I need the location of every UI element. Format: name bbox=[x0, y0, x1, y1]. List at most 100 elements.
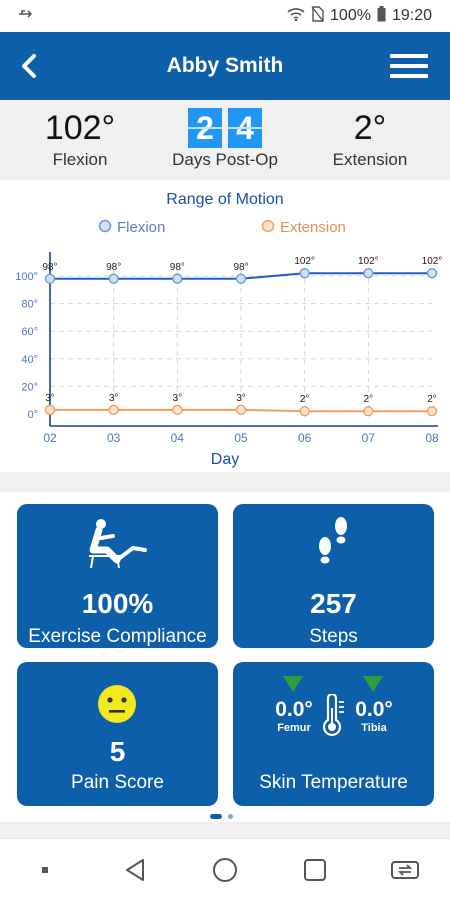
wifi-icon bbox=[287, 7, 305, 26]
battery-icon bbox=[377, 5, 386, 27]
extension-point bbox=[172, 404, 183, 416]
legend-flexion-label: Flexion bbox=[117, 219, 165, 236]
metrics-grid: 100% Exercise Compliance 257 Steps 5 Pai… bbox=[0, 492, 450, 822]
skin-temperature-caption: Skin Temperature bbox=[259, 772, 408, 793]
page-indicator bbox=[210, 814, 233, 819]
neutral-face-icon bbox=[98, 685, 136, 723]
x-tick-label: 05 bbox=[234, 431, 248, 445]
tibia-value: 0.0° bbox=[355, 698, 393, 721]
days-digit: 2 bbox=[188, 108, 222, 148]
dot-icon bbox=[42, 866, 48, 873]
steps-caption: Steps bbox=[309, 626, 358, 647]
exercise-compliance-caption: Exercise Compliance bbox=[28, 626, 207, 647]
extension-point bbox=[235, 404, 247, 416]
y-tick-label: 80° bbox=[21, 299, 38, 311]
battery-level: 100% bbox=[330, 7, 371, 24]
extension-point bbox=[108, 404, 119, 416]
x-tick-label: 08 bbox=[425, 431, 439, 445]
hamburger-menu-icon bbox=[390, 54, 428, 78]
extension-data-label: 2° bbox=[427, 394, 437, 405]
exercise-compliance-value: 100% bbox=[81, 588, 154, 619]
flexion-data-label: 102° bbox=[358, 256, 379, 267]
exercise-compliance-tile[interactable]: 100% Exercise Compliance bbox=[17, 504, 218, 648]
no-sim-icon bbox=[311, 5, 324, 27]
extension-point bbox=[426, 406, 438, 417]
chart-legend: Flexion Extension bbox=[98, 219, 346, 236]
nav-dot-button[interactable] bbox=[25, 850, 65, 890]
femur-label: Femur bbox=[277, 722, 311, 734]
flexion-point bbox=[44, 273, 56, 284]
legend-flexion-marker bbox=[98, 219, 112, 233]
tibia-indicator-icon bbox=[363, 676, 383, 692]
y-tick-label: 0° bbox=[27, 409, 38, 421]
extension-label: Extension bbox=[332, 150, 408, 169]
skin-temperature-tile[interactable]: 0.0° Femur 0.0° Tibia Skin Temperature bbox=[233, 662, 434, 806]
flexion-data-label: 102° bbox=[422, 256, 443, 267]
y-tick-label: 20° bbox=[21, 381, 38, 393]
system-nav-bar bbox=[0, 838, 450, 900]
extension-value: 2° bbox=[353, 109, 387, 147]
nav-switch-apps-button[interactable] bbox=[385, 850, 425, 890]
flexion-point bbox=[108, 273, 119, 284]
flexion-data-label: 98° bbox=[42, 262, 57, 273]
thermometer-icon bbox=[322, 694, 344, 737]
x-tick-label: 07 bbox=[362, 431, 376, 445]
extension-point bbox=[44, 404, 56, 416]
x-tick-label: 02 bbox=[43, 431, 57, 445]
page-dot[interactable] bbox=[228, 814, 233, 819]
extension-data-label: 3° bbox=[236, 393, 246, 404]
flexion-data-label: 98° bbox=[170, 262, 185, 273]
femur-indicator-icon bbox=[283, 676, 303, 692]
switch-apps-icon bbox=[391, 860, 419, 879]
y-tick-label: 100° bbox=[15, 271, 38, 283]
legend-extension-marker bbox=[261, 219, 275, 233]
femur-value: 0.0° bbox=[275, 698, 313, 721]
flexion-value: 102° bbox=[44, 109, 116, 147]
extension-data-label: 2° bbox=[300, 394, 310, 405]
days-digit: 4 bbox=[228, 108, 262, 148]
flexion-point bbox=[426, 268, 438, 279]
pain-score-tile[interactable]: 5 Pain Score bbox=[17, 662, 218, 806]
extension-summary: 2° Extension bbox=[320, 108, 420, 170]
y-tick-label: 60° bbox=[21, 326, 38, 338]
flexion-point bbox=[235, 273, 247, 284]
y-tick-label: 40° bbox=[21, 354, 38, 366]
x-tick-label: 03 bbox=[107, 431, 121, 445]
extension-point bbox=[299, 406, 310, 417]
range-of-motion-card: Range of Motion Flexion Extension 0° 20° 4… bbox=[0, 180, 450, 472]
extension-data-label: 2° bbox=[364, 394, 374, 405]
extension-point bbox=[363, 406, 374, 417]
footprints-icon bbox=[319, 517, 347, 564]
usb-icon bbox=[18, 7, 34, 25]
chart-title: Range of Motion bbox=[166, 191, 283, 208]
flexion-label: Flexion bbox=[52, 150, 108, 169]
flexion-summary: 102° Flexion bbox=[30, 108, 130, 170]
recents-square-icon bbox=[304, 858, 326, 881]
days-post-op-label: Days Post-Op bbox=[172, 150, 278, 169]
flexion-data-label: 98° bbox=[106, 262, 121, 273]
flexion-point bbox=[172, 273, 183, 284]
range-of-motion-chart: Range of Motion Flexion Extension 0° 20° 4… bbox=[15, 191, 443, 468]
extension-data-label: 3° bbox=[45, 393, 55, 404]
flexion-point bbox=[299, 268, 310, 279]
app-bar: Abby Smith bbox=[0, 32, 450, 100]
nav-back-button[interactable] bbox=[115, 850, 155, 890]
nav-home-button[interactable] bbox=[205, 850, 245, 890]
status-bar: 100% 19:20 bbox=[0, 0, 450, 32]
steps-value: 257 bbox=[310, 588, 357, 619]
menu-button[interactable] bbox=[390, 52, 428, 80]
tibia-label: Tibia bbox=[361, 722, 387, 734]
page-title: Abby Smith bbox=[166, 54, 284, 77]
extension-data-label: 3° bbox=[173, 393, 183, 404]
back-button[interactable] bbox=[16, 52, 44, 80]
page-dot-active[interactable] bbox=[210, 814, 222, 819]
pain-score-value: 5 bbox=[109, 736, 126, 767]
flexion-data-label: 98° bbox=[233, 262, 248, 273]
home-circle-icon bbox=[213, 857, 237, 882]
steps-tile[interactable]: 257 Steps bbox=[233, 504, 434, 648]
flexion-point bbox=[363, 268, 374, 279]
x-tick-label: 06 bbox=[298, 431, 312, 445]
nav-recents-button[interactable] bbox=[295, 850, 335, 890]
